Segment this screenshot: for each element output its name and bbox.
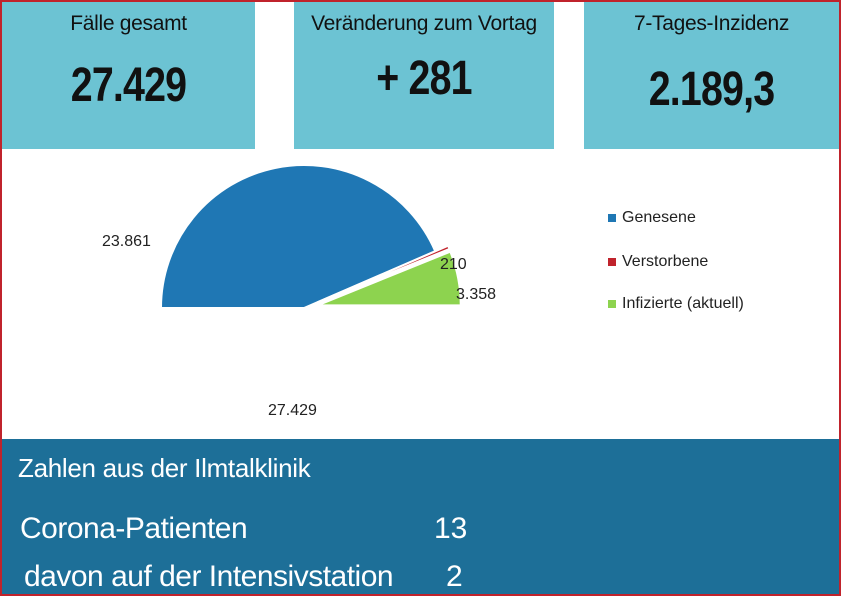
legend-label-verstorbene: Verstorbene xyxy=(622,253,708,270)
half-pie-chart: 23.861 210 3.358 27.429 Genesene Verstor… xyxy=(102,164,744,419)
stat-value: 2.189,3 xyxy=(648,63,775,116)
pie-slice-verstorbene xyxy=(316,244,451,304)
slice-label-verstorbene: 210 xyxy=(440,256,467,273)
slice-label-infizierte: 3.358 xyxy=(456,286,496,303)
clinic-title: Zahlen aus der Ilmtalklinik xyxy=(18,453,311,483)
stat-label: Veränderung zum Vortag xyxy=(311,12,537,35)
chart-legend: Genesene Verstorbene Infizierte (aktuell… xyxy=(608,209,744,312)
legend-label-genesene: Genesene xyxy=(622,209,696,226)
legend-swatch-genesene xyxy=(608,214,616,222)
stat-box-total-cases: Fälle gesamt 27.429 xyxy=(2,2,255,149)
stat-box-incidence: 7-Tages-Inzidenz 2.189,3 xyxy=(584,2,839,149)
clinic-row-label: Corona-Patienten xyxy=(20,512,248,545)
clinic-panel: Zahlen aus der Ilmtalklinik Corona-Patie… xyxy=(2,439,839,594)
legend-swatch-verstorbene xyxy=(608,258,616,266)
clinic-row-value: 2 xyxy=(446,560,463,593)
stat-label: 7-Tages-Inzidenz xyxy=(633,12,790,35)
chart-area: 23.861 210 3.358 27.429 Genesene Verstor… xyxy=(2,149,839,439)
legend-swatch-infizierte xyxy=(608,300,616,308)
stat-value: + 281 xyxy=(376,52,472,105)
slice-label-genesene: 23.861 xyxy=(102,233,151,250)
pie-slice-infizierte xyxy=(317,250,462,307)
stat-label: Fälle gesamt xyxy=(70,12,187,35)
clinic-row-value: 13 xyxy=(434,512,468,545)
clinic-row-label: davon auf der Intensivstation xyxy=(24,560,394,593)
stat-box-change: Veränderung zum Vortag + 281 xyxy=(294,2,554,149)
total-label: 27.429 xyxy=(268,402,317,419)
stat-value: 27.429 xyxy=(70,59,187,112)
legend-label-infizierte: Infizierte (aktuell) xyxy=(622,295,744,312)
pie-slice-genesene xyxy=(159,164,437,309)
